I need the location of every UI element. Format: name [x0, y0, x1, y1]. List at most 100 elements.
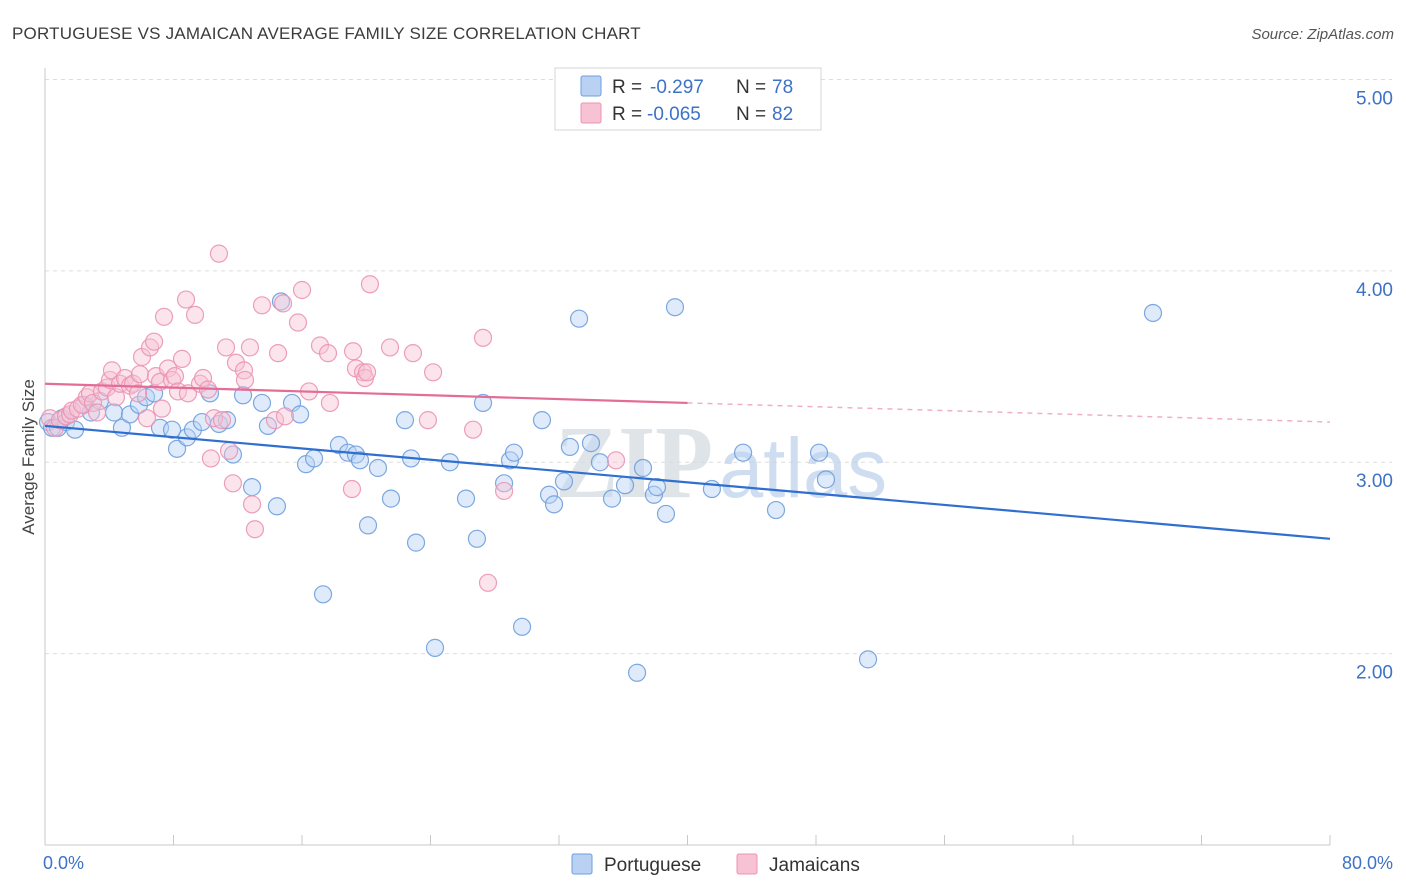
- jamaicans-point: [212, 411, 232, 430]
- portuguese-point: [504, 443, 524, 462]
- portuguese-point: [733, 443, 753, 462]
- jamaicans-trend-line-extension: [687, 402, 1331, 423]
- portuguese-point: [512, 617, 532, 636]
- x-tick-label-max: 80.0%: [1342, 853, 1393, 873]
- portuguese-point: [766, 500, 786, 520]
- portuguese-point: [267, 497, 287, 516]
- portuguese-point: [425, 638, 445, 657]
- portuguese-point: [633, 458, 653, 478]
- jamaicans-point: [606, 451, 626, 470]
- jamaicans-point: [106, 388, 126, 407]
- trend-lines: [44, 382, 1331, 540]
- portuguese-point: [290, 405, 310, 424]
- jamaicans-point: [268, 344, 288, 363]
- portuguese-point: [809, 443, 829, 462]
- jamaicans-point: [158, 359, 178, 378]
- jamaicans-point: [201, 449, 221, 468]
- legend-r-label: R =: [612, 77, 642, 98]
- portuguese-point: [406, 533, 426, 552]
- portuguese-point: [242, 478, 262, 497]
- jamaicans-point: [144, 332, 164, 351]
- jamaicans-point: [418, 411, 438, 430]
- jamaicans-points: [40, 244, 626, 592]
- jamaicans-point: [273, 294, 293, 313]
- jamaicans-point: [242, 495, 262, 514]
- jamaicans-point: [123, 374, 143, 393]
- portuguese-point: [473, 393, 493, 413]
- jamaicans-trend-line: [44, 382, 688, 405]
- portuguese-point: [602, 489, 622, 508]
- portuguese-point: [162, 420, 182, 439]
- jamaicans-point: [87, 403, 107, 422]
- series-legend: Portuguese Jamaicans: [571, 853, 860, 876]
- series-legend-label-portuguese: Portuguese: [604, 855, 701, 876]
- jamaicans-point: [235, 370, 255, 390]
- jamaicans-point: [165, 367, 185, 386]
- jamaicans-point: [172, 349, 192, 368]
- y-tick-label: 2.00: [1356, 663, 1393, 684]
- portuguese-point: [313, 585, 333, 604]
- x-tick-label-min: 0.0%: [43, 853, 84, 873]
- jamaicans-point: [478, 573, 498, 592]
- jamaicans-point: [185, 305, 205, 324]
- portuguese-point: [627, 663, 647, 682]
- portuguese-point: [395, 411, 415, 430]
- legend-swatch-portuguese: [580, 75, 602, 97]
- portuguese-point: [467, 529, 487, 548]
- portuguese-point: [581, 434, 601, 453]
- legend-n-label: N =: [736, 104, 766, 125]
- portuguese-point: [816, 470, 836, 489]
- legend-n-value-portuguese: 78: [772, 77, 793, 98]
- portuguese-point: [358, 516, 378, 535]
- jamaicans-point: [252, 296, 272, 315]
- chart-title: PORTUGUESE VS JAMAICAN AVERAGE FAMILY SI…: [12, 24, 641, 43]
- legend-r-value-portuguese: -0.297: [650, 77, 704, 98]
- watermark-atlas: atlas: [719, 421, 887, 515]
- jamaicans-point: [423, 363, 443, 382]
- portuguese-point: [494, 474, 514, 493]
- jamaicans-point: [318, 344, 338, 363]
- portuguese-point: [569, 309, 589, 328]
- portuguese-point: [554, 472, 574, 491]
- portuguese-point: [104, 403, 124, 422]
- y-tick-label: 5.00: [1356, 88, 1393, 109]
- jamaicans-point: [275, 407, 295, 426]
- portuguese-point: [532, 411, 552, 430]
- jamaicans-point: [193, 368, 213, 388]
- legend-r-value-jamaicans: -0.065: [647, 104, 701, 125]
- jamaicans-point: [360, 275, 380, 294]
- portuguese-point: [858, 650, 878, 669]
- series-legend-label-jamaicans: Jamaicans: [769, 855, 860, 876]
- series-legend-swatch-portuguese: [571, 853, 593, 875]
- jamaicans-point: [130, 365, 150, 384]
- jamaicans-point: [128, 384, 148, 403]
- jamaicans-point: [137, 409, 157, 428]
- jamaicans-point: [209, 244, 229, 263]
- portuguese-point: [544, 495, 564, 514]
- jamaicans-point: [154, 307, 174, 326]
- portuguese-point: [539, 485, 559, 504]
- watermark: ZIP atlas: [555, 405, 887, 520]
- portuguese-point: [304, 449, 324, 468]
- portuguese-point: [368, 458, 388, 478]
- jamaicans-point: [216, 338, 236, 357]
- portuguese-point: [456, 489, 476, 508]
- jamaicans-point: [380, 338, 400, 357]
- portuguese-point: [252, 393, 272, 413]
- jamaicans-point: [265, 411, 285, 430]
- jamaicans-point: [223, 474, 243, 493]
- portuguese-point: [590, 453, 610, 472]
- jamaicans-point: [343, 342, 363, 361]
- portuguese-point: [350, 451, 370, 470]
- jamaicans-point: [473, 328, 493, 347]
- portuguese-point: [381, 489, 401, 508]
- jamaicans-point: [342, 479, 362, 499]
- x-ticks: [44, 835, 1331, 845]
- jamaicans-point: [403, 344, 423, 363]
- stats-legend: R = -0.297 N = 78 R = -0.065 N = 82: [554, 67, 822, 131]
- portuguese-points: [38, 292, 1163, 682]
- series-legend-swatch-jamaicans: [736, 853, 758, 875]
- jamaicans-point: [234, 361, 254, 380]
- jamaicans-point: [357, 363, 377, 382]
- y-axis-title: Average Family Size: [19, 379, 38, 535]
